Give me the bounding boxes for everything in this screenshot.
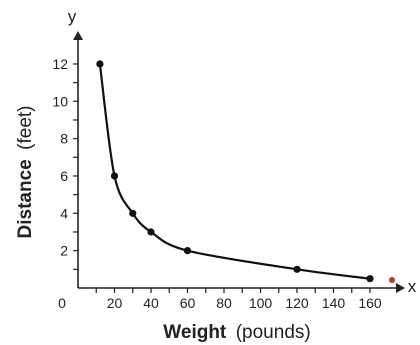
series-line: [98, 63, 371, 280]
y-tick-label: 8: [60, 131, 68, 147]
y-tick-label: 4: [60, 205, 68, 221]
y-axis-title: Distance (feet): [15, 105, 36, 238]
y-tick-label: 12: [52, 56, 68, 72]
y-axis-title-unit: (feet): [15, 105, 36, 149]
data-point: [96, 60, 104, 68]
y-axis-title-bold: Distance: [15, 159, 36, 238]
x-axis-arrow: [396, 283, 405, 293]
data-point: [110, 172, 119, 180]
data-point: [147, 228, 155, 236]
x-tick-label: 160: [358, 295, 382, 311]
x-tick-label: 80: [216, 295, 232, 311]
data-point: [366, 275, 374, 283]
x-tick-label: 120: [285, 295, 309, 311]
x-axis-title: Weight (pounds): [163, 322, 310, 343]
data-point: [293, 265, 301, 273]
origin-label: 0: [58, 295, 66, 311]
y-tick-label: 6: [60, 168, 68, 184]
stray-mark: [389, 277, 395, 283]
x-axis-title-bold: Weight: [163, 322, 227, 343]
x-tick-label: 60: [180, 295, 196, 311]
y-axis-arrow: [73, 31, 83, 40]
y-tick-label: 2: [60, 243, 68, 259]
y-axis-letter: y: [68, 7, 77, 26]
data-point: [183, 247, 192, 255]
data-point: [129, 209, 137, 217]
x-axis-letter: x: [408, 277, 417, 296]
ticks: 20 40 60 80 100 120 140 160 2 4 6 8 10 12: [52, 56, 381, 311]
y-tick-label: 10: [52, 93, 68, 109]
x-axis-title-unit: (pounds): [236, 322, 311, 343]
x-tick-label: 20: [107, 295, 123, 311]
x-tick-label: 40: [143, 295, 159, 311]
x-tick-label: 100: [249, 295, 273, 311]
x-tick-label: 140: [322, 295, 346, 311]
axes: [73, 31, 405, 293]
series: [96, 60, 374, 283]
